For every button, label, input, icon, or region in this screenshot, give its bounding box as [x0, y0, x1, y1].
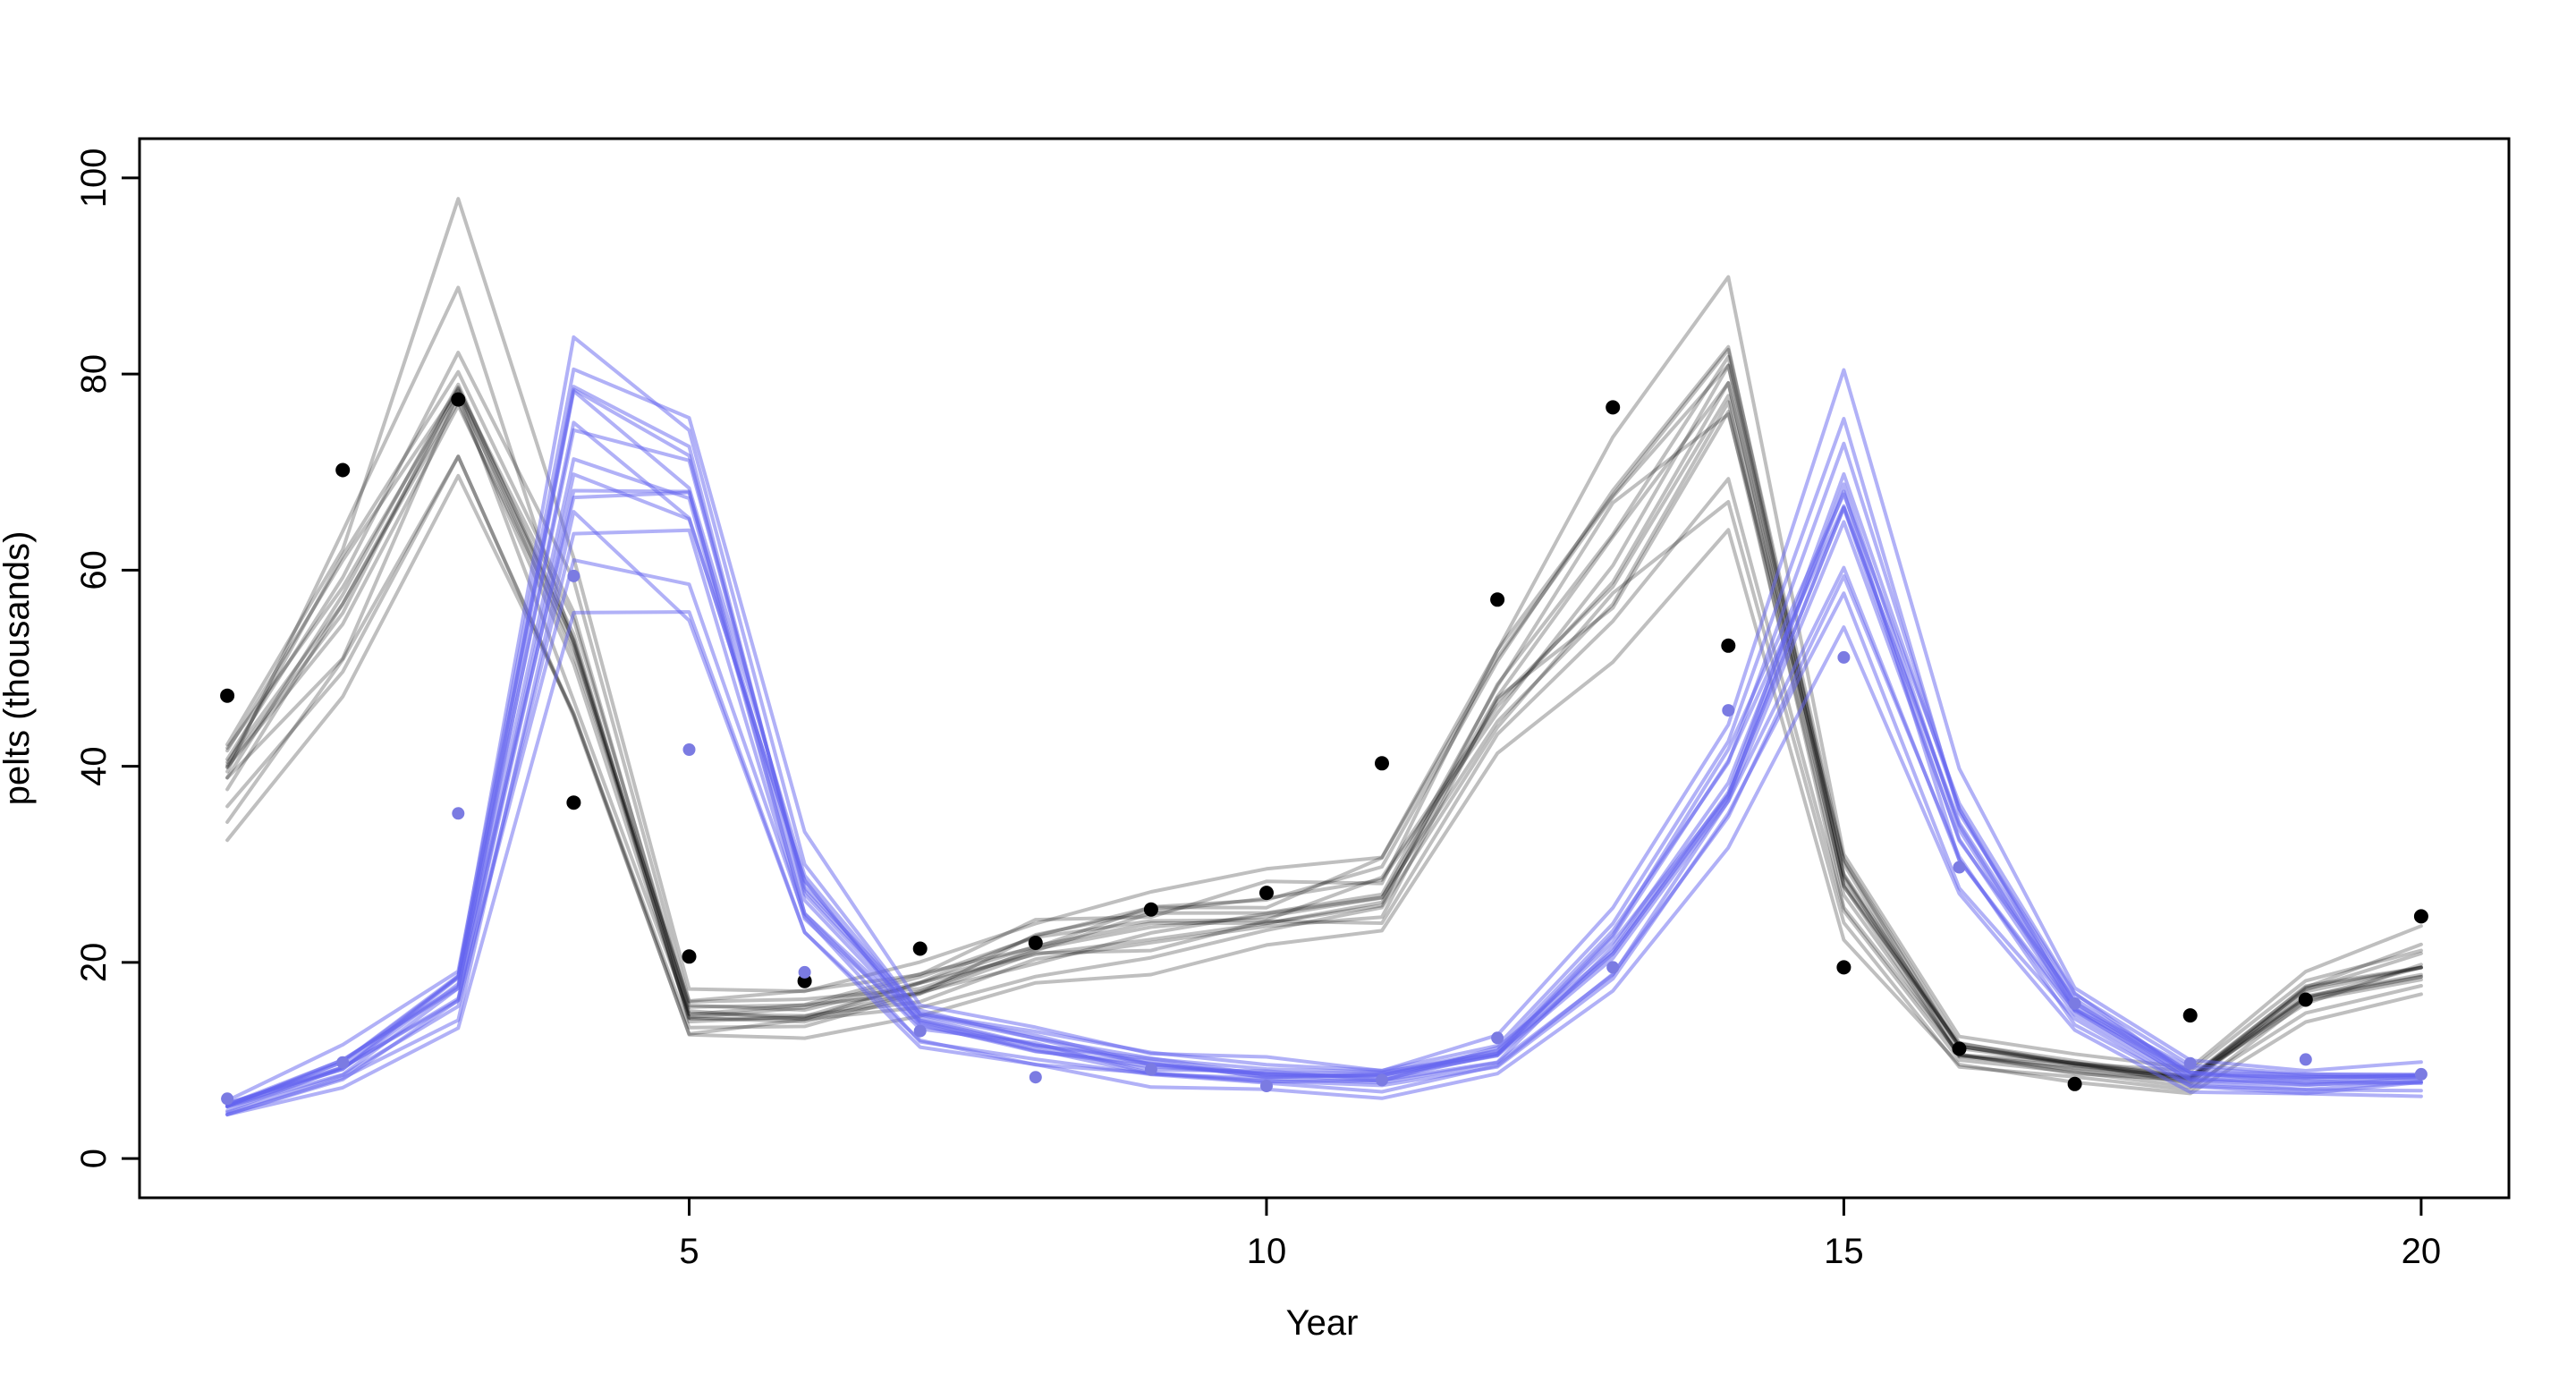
x-tick-label: 10: [1247, 1232, 1287, 1271]
hare-draw-line: [225, 473, 2423, 1096]
hare-point: [1375, 756, 1389, 771]
hare-draw-line: [225, 197, 2423, 1070]
hare-draw-line: [225, 454, 2423, 1089]
hare-point: [1836, 960, 1852, 975]
lynx-draw-line: [225, 558, 2423, 1116]
hare-points: [220, 392, 2428, 1091]
hare-point: [1952, 1041, 1967, 1056]
y-tick-label: 40: [74, 746, 114, 786]
lynx-point: [452, 807, 465, 820]
lynx-point: [1260, 1080, 1273, 1092]
hare-point: [1721, 638, 1736, 653]
hare-point: [1143, 902, 1158, 917]
lynx-point: [2299, 1053, 2312, 1066]
lynx-draw-line: [225, 510, 2423, 1116]
x-tick-label: 15: [1824, 1232, 1864, 1271]
lynx-point: [1491, 1031, 1504, 1045]
lynx-point: [913, 1024, 927, 1038]
y-tick-label: 60: [74, 550, 114, 590]
lynx-point: [2414, 1067, 2428, 1081]
lynx-point: [1606, 961, 1620, 974]
x-tick-label: 20: [2402, 1232, 2442, 1271]
hare-point: [1490, 592, 1505, 607]
lynx-point: [1029, 1071, 1042, 1084]
hare-point: [2298, 992, 2313, 1007]
hare-point: [566, 795, 581, 810]
hare-draw-line: [225, 454, 2423, 1092]
y-tick-label: 0: [74, 1149, 114, 1168]
lynx-draw-line: [225, 420, 2423, 1107]
y-tick-label: 80: [74, 354, 114, 394]
lynx-points: [221, 569, 2428, 1106]
hare-point: [451, 392, 466, 407]
y-axis-title: pelts (thousands): [0, 531, 37, 806]
hare-draw-line: [225, 380, 2423, 1086]
hare-point: [1606, 400, 1621, 415]
y-tick-label: 20: [74, 943, 114, 983]
lynx-draw-line: [225, 490, 2423, 1108]
lynx-point: [1376, 1073, 1388, 1087]
hare-draw-line: [225, 363, 2423, 1080]
axes-layer: 5 10 15 20 0 20 40 60 80 100: [74, 137, 2511, 1271]
lynx-point: [1953, 861, 1966, 874]
hare-draw-line: [225, 391, 2423, 1084]
hare-point: [2182, 1008, 2198, 1023]
x-tick-label: 5: [679, 1232, 699, 1271]
hare-point: [335, 462, 351, 478]
hare-point: [220, 688, 235, 703]
lynx-point: [1837, 650, 1851, 664]
hare-point: [1259, 886, 1274, 901]
lynx-point: [1144, 1063, 1157, 1076]
x-axis-title: Year: [1286, 1303, 1359, 1343]
lynx-point: [336, 1056, 350, 1069]
lynx-draw-line: [225, 335, 2423, 1107]
hare-draw-line: [225, 381, 2423, 1079]
lynx-point: [682, 743, 696, 756]
lynx-draw-line: [225, 367, 2423, 1103]
hare-draw-line: [225, 400, 2423, 1082]
lynx-draw-line: [225, 610, 2423, 1117]
lynx-point: [567, 569, 580, 582]
hare-draw-line: [225, 354, 2423, 1081]
lynx-point: [2068, 997, 2081, 1010]
hare-draw-line: [225, 347, 2423, 1073]
lynx-point: [1722, 704, 1735, 717]
hare-point: [797, 973, 812, 988]
y-tick-label: 100: [74, 148, 114, 208]
hare-point: [912, 941, 928, 956]
hare-point: [1028, 936, 1043, 950]
hare-draw-line: [225, 285, 2423, 1079]
plot-box: [138, 137, 2511, 1200]
hare-point: [2067, 1076, 2082, 1091]
lynx-draw-line: [225, 385, 2423, 1106]
lynx-point: [798, 965, 811, 979]
hare-point: [2413, 909, 2428, 924]
hare-draw-line: [225, 388, 2423, 1081]
hare-draw-lines: [225, 197, 2423, 1096]
lynx-point: [2183, 1056, 2197, 1070]
hare-draw-line: [225, 344, 2423, 1081]
hare-draw-line: [225, 386, 2423, 1081]
hare-point: [682, 949, 697, 964]
lynx-draw-lines: [225, 335, 2423, 1117]
lynx-point: [221, 1092, 234, 1106]
